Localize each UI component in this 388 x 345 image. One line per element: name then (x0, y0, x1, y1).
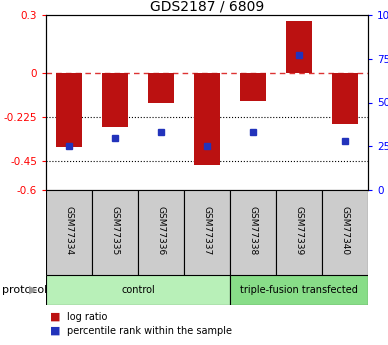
Bar (286, 21, 312, 73)
Text: log ratio: log ratio (68, 312, 108, 322)
Text: GSM77340: GSM77340 (341, 206, 350, 255)
Text: control: control (121, 285, 155, 295)
Text: protocol: protocol (2, 285, 47, 295)
Bar (240, 73, 266, 100)
Bar (148, 73, 174, 102)
Text: GSM77339: GSM77339 (294, 206, 303, 255)
Text: triple-fusion transfected: triple-fusion transfected (240, 285, 358, 295)
Bar (56, 73, 81, 147)
Bar (322, 190, 368, 275)
Bar (46, 275, 230, 305)
Bar (276, 190, 322, 275)
Bar (46, 190, 92, 275)
Bar (184, 190, 230, 275)
Bar (138, 190, 184, 275)
Text: GSM77338: GSM77338 (248, 206, 258, 255)
Text: ■: ■ (50, 326, 61, 336)
Text: GSM77337: GSM77337 (203, 206, 211, 255)
Bar (194, 73, 220, 165)
Bar (102, 73, 128, 127)
Bar (92, 190, 138, 275)
Text: GSM77334: GSM77334 (64, 206, 73, 255)
Text: ■: ■ (50, 312, 61, 322)
Text: percentile rank within the sample: percentile rank within the sample (68, 326, 232, 336)
Text: GSM77335: GSM77335 (111, 206, 120, 255)
Bar (333, 73, 358, 124)
Bar (230, 275, 368, 305)
Bar (230, 190, 276, 275)
Text: ▶: ▶ (29, 285, 37, 295)
Text: GSM77336: GSM77336 (156, 206, 166, 255)
Title: GDS2187 / 6809: GDS2187 / 6809 (150, 0, 264, 14)
